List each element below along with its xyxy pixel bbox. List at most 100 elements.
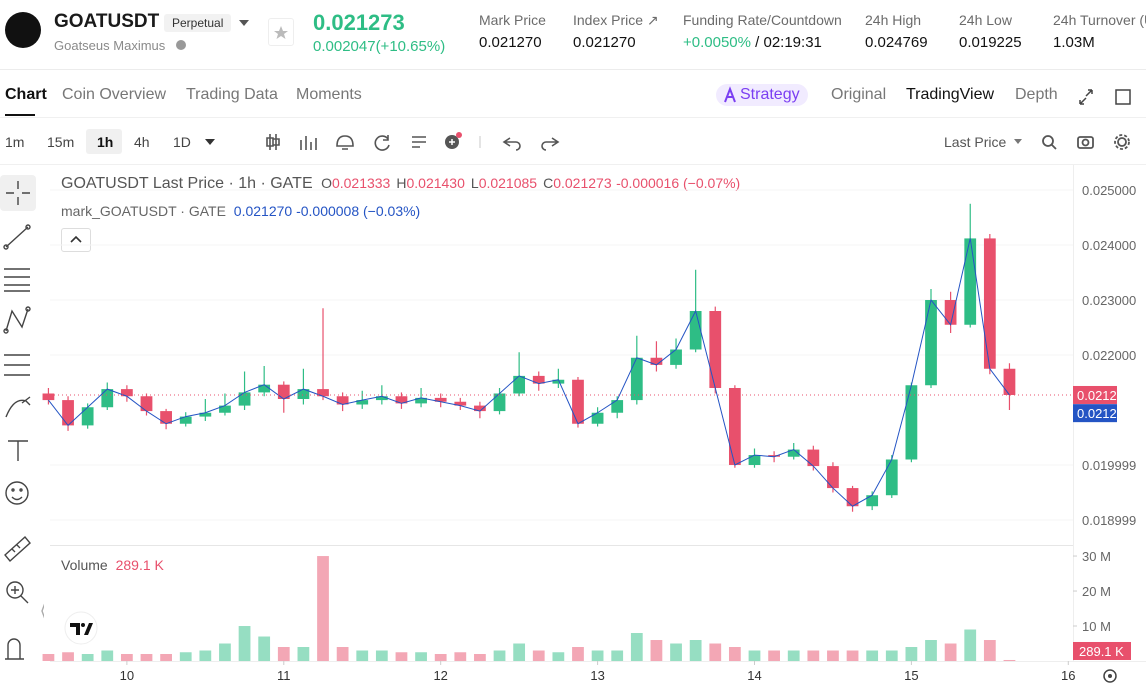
tab[interactable]: Trading Data xyxy=(186,86,278,103)
candle-body xyxy=(434,397,447,402)
candle-body xyxy=(591,412,604,424)
candle-body xyxy=(552,379,565,384)
interval-dropdown[interactable] xyxy=(204,137,216,147)
ohlc-value: 0.021333 xyxy=(331,175,391,191)
window-icons[interactable] xyxy=(1078,88,1138,106)
interval[interactable]: 1m xyxy=(5,134,25,150)
candle-body xyxy=(140,396,153,412)
volume-bar xyxy=(375,650,388,661)
volume-bar xyxy=(885,650,898,661)
stat-value-text: 0.021270 xyxy=(573,34,636,51)
volume-bar xyxy=(689,640,702,661)
candle-body xyxy=(454,401,467,406)
ohlc-values: O0.021333 H0.021430 L0.021085 C0.021273 xyxy=(317,175,612,192)
candle-body xyxy=(905,385,918,460)
candle-body xyxy=(630,357,643,401)
x-tick-label: 12 xyxy=(433,668,447,683)
volume-bar xyxy=(709,643,722,661)
stat-value-text: +0.0050% xyxy=(683,34,751,51)
candle-body xyxy=(885,459,898,496)
settings-icon[interactable] xyxy=(1098,662,1122,686)
x-tick-label: 11 xyxy=(277,668,291,683)
symbol-dropdown[interactable] xyxy=(238,18,250,28)
candle-body xyxy=(356,400,369,405)
candle-body xyxy=(572,379,584,424)
price-label: 0.021273 xyxy=(1077,388,1131,403)
info-icon[interactable] xyxy=(176,40,186,50)
stat-label: Index Price ↗ xyxy=(573,12,659,28)
legend-title: GOATUSDT Last Price · 1h · GATE xyxy=(61,175,313,192)
interval[interactable]: 1D xyxy=(173,134,191,150)
candle-body xyxy=(336,396,349,405)
interval[interactable]: 1h xyxy=(97,134,114,150)
volume-title: Volume xyxy=(61,557,108,573)
price-label-box xyxy=(1073,385,1117,404)
stat-value-text: 0.019225 xyxy=(959,34,1022,51)
candle-body xyxy=(179,416,192,424)
tradingview-logo[interactable] xyxy=(62,611,100,645)
view-tab[interactable]: TradingView xyxy=(906,86,995,103)
view-tab[interactable]: Depth xyxy=(1015,86,1058,103)
collapse-legend[interactable] xyxy=(61,228,91,252)
mark-title: mark_GOATUSDT · GATE xyxy=(61,203,226,219)
candlestick-chart: 0.025000 0.024000 0.023000 0.022000 0.019999… xyxy=(42,165,1146,683)
coin-logo xyxy=(5,12,41,48)
favorite-button[interactable] xyxy=(268,18,294,46)
volume-bar xyxy=(532,650,545,661)
contract-badge: Perpetual xyxy=(164,14,232,32)
view-tab[interactable]: Strategy xyxy=(716,84,808,106)
volume-bar xyxy=(219,643,231,661)
candle-body xyxy=(101,389,114,408)
candle-body xyxy=(81,407,94,426)
x-tick-label: 13 xyxy=(590,668,604,683)
volume-bar xyxy=(1003,659,1016,661)
active-tab-indicator xyxy=(5,114,35,116)
tab[interactable]: Chart xyxy=(5,86,47,103)
candle-body xyxy=(768,455,780,457)
candle-body xyxy=(199,412,212,417)
candle-body xyxy=(689,311,702,350)
ohlc-key: C xyxy=(543,175,554,191)
volume-bar xyxy=(179,652,192,661)
y-tick-label: 0.023000 xyxy=(1082,293,1136,308)
candle-body xyxy=(650,357,663,365)
view-tab[interactable]: Original xyxy=(831,86,887,103)
symbol[interactable]: GOATUSDT xyxy=(54,11,160,32)
stat-label: 24h Low xyxy=(959,12,1012,28)
tab[interactable]: Coin Overview xyxy=(62,86,167,103)
volume-bar xyxy=(768,650,780,661)
volume-bar xyxy=(356,650,369,661)
volume-label: 289.1 K xyxy=(1079,644,1124,659)
volume-bar xyxy=(787,650,800,661)
volume-bar xyxy=(474,654,486,661)
ohlc-key: O xyxy=(321,175,332,191)
strategy-icon xyxy=(723,86,739,108)
candle-body xyxy=(375,396,388,401)
legend-change: -0.000016 (−0.07%) xyxy=(616,175,741,191)
tab[interactable]: Moments xyxy=(296,86,362,103)
stat-value-text: 0.021270 xyxy=(479,34,542,51)
toolbar-icons xyxy=(266,132,1130,151)
candle-body xyxy=(827,466,839,489)
y-tick-label: 0.018999 xyxy=(1082,513,1136,528)
volume-bar xyxy=(925,640,937,661)
volume-bar xyxy=(650,640,663,661)
y-tick-label: 0.025000 xyxy=(1082,183,1136,198)
volume-bar xyxy=(846,650,859,661)
interval[interactable]: 4h xyxy=(134,134,150,150)
volume-bar xyxy=(120,654,133,661)
volume-value: 289.1 K xyxy=(115,557,164,573)
volume-bar xyxy=(140,654,153,661)
volume-bar xyxy=(552,652,565,661)
volume-legend: Volume 289.1 K xyxy=(61,557,164,573)
volume-bar xyxy=(611,650,624,661)
price-source[interactable]: Last Price xyxy=(944,134,1007,150)
candle-body xyxy=(944,300,957,325)
drawing-tools[interactable] xyxy=(0,165,44,687)
interval[interactable]: 15m xyxy=(47,134,75,150)
x-tick-label: 15 xyxy=(904,668,918,683)
price-change: 0.002047(+10.65%) xyxy=(313,38,446,55)
volume-bar xyxy=(827,650,839,661)
ohlc-value: 0.021430 xyxy=(406,175,465,191)
volume-tick-label: 20 M xyxy=(1082,584,1111,599)
